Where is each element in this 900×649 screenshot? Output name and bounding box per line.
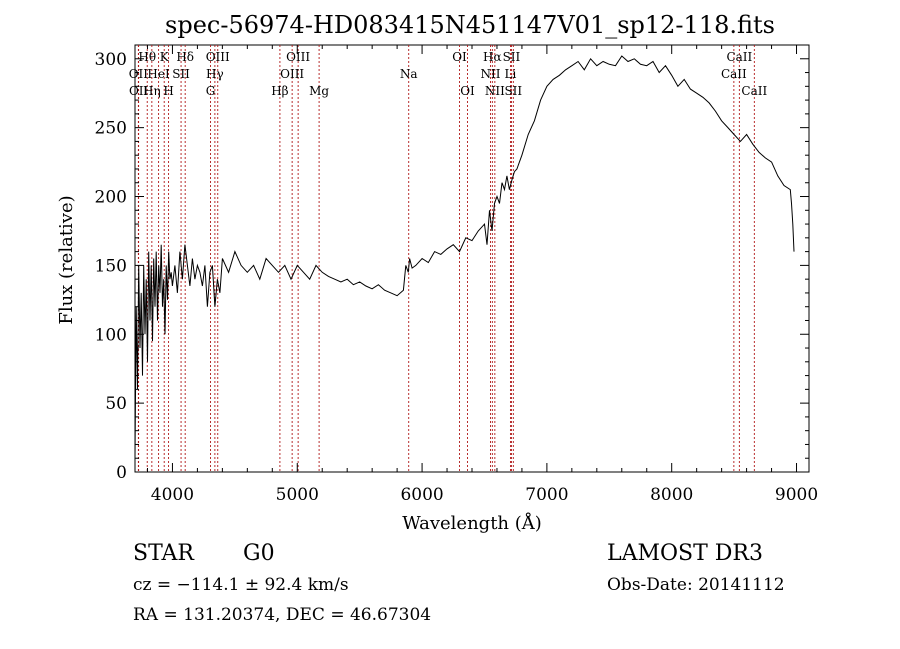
spectral-line-markers [137,45,755,472]
line-marker-label: OI [452,50,467,64]
observation-date: Obs-Date: 20141112 [607,575,785,595]
line-marker-label: SII [504,84,522,98]
line-marker-label: OIII [286,50,310,64]
x-tick-label: 5000 [276,485,319,505]
y-tick-label: 300 [95,50,127,70]
line-marker-label: Hη [143,84,161,98]
axis-ticks [135,45,809,473]
y-tick-label: 0 [116,463,127,483]
object-class: STAR [133,541,195,566]
x-tick-label: 7000 [525,485,568,505]
line-marker-label: NII [480,67,500,81]
line-marker-label: OII [129,84,149,98]
y-tick-label: 250 [95,119,127,139]
line-marker-label: OII [129,67,149,81]
line-marker-label: CaII [726,50,752,64]
line-marker-label: HeI [147,67,170,81]
line-marker-label: NII [485,84,505,98]
line-marker-label: OI [460,84,475,98]
object-subclass: G0 [243,541,275,566]
survey-name: LAMOST DR3 [607,541,763,566]
chart-title: spec-56974-HD083415N451147V01_sp12-118.f… [165,11,775,39]
line-marker-label: H [163,84,173,98]
y-tick-label: 50 [105,394,127,414]
line-marker-label: G [206,84,216,98]
sky-coordinates: RA = 131.20374, DEC = 46.67304 [133,605,431,625]
x-tick-label: 8000 [650,485,693,505]
y-tick-label: 100 [95,325,127,345]
line-marker-label: Hδ [176,50,194,64]
x-axis-label: Wavelength (Å) [402,512,542,534]
axis-tick-labels: 4000 5000 6000 7000 8000 9000 0 50 100 150 200 250 3… [95,50,819,505]
line-marker-label: SII [172,67,190,81]
y-axis-label: Flux (relative) [56,195,77,324]
x-tick-label: 9000 [775,485,818,505]
y-tick-label: 150 [95,256,127,276]
line-marker-label: Li [505,67,517,81]
x-tick-label: 4000 [151,485,194,505]
line-marker-label: Hβ [271,84,288,98]
line-marker-label: OIII [206,50,230,64]
line-marker-label: CaII [721,67,747,81]
line-marker-label: Hθ [138,50,156,64]
line-marker-label: K [160,50,170,64]
redshift-velocity: cz = −114.1 ± 92.4 km/s [133,575,349,595]
line-marker-label: CaII [741,84,767,98]
line-marker-label: Hγ [206,67,224,81]
spectrum-line [134,55,795,459]
line-marker-label: Hα [483,50,502,64]
plot-frame [134,44,810,473]
y-tick-label: 200 [95,188,127,208]
line-marker-label: Na [400,67,418,81]
line-marker-label: SII [503,50,521,64]
line-marker-label: Mg [309,84,329,98]
line-marker-label: OIII [280,67,304,81]
x-tick-label: 6000 [400,485,443,505]
